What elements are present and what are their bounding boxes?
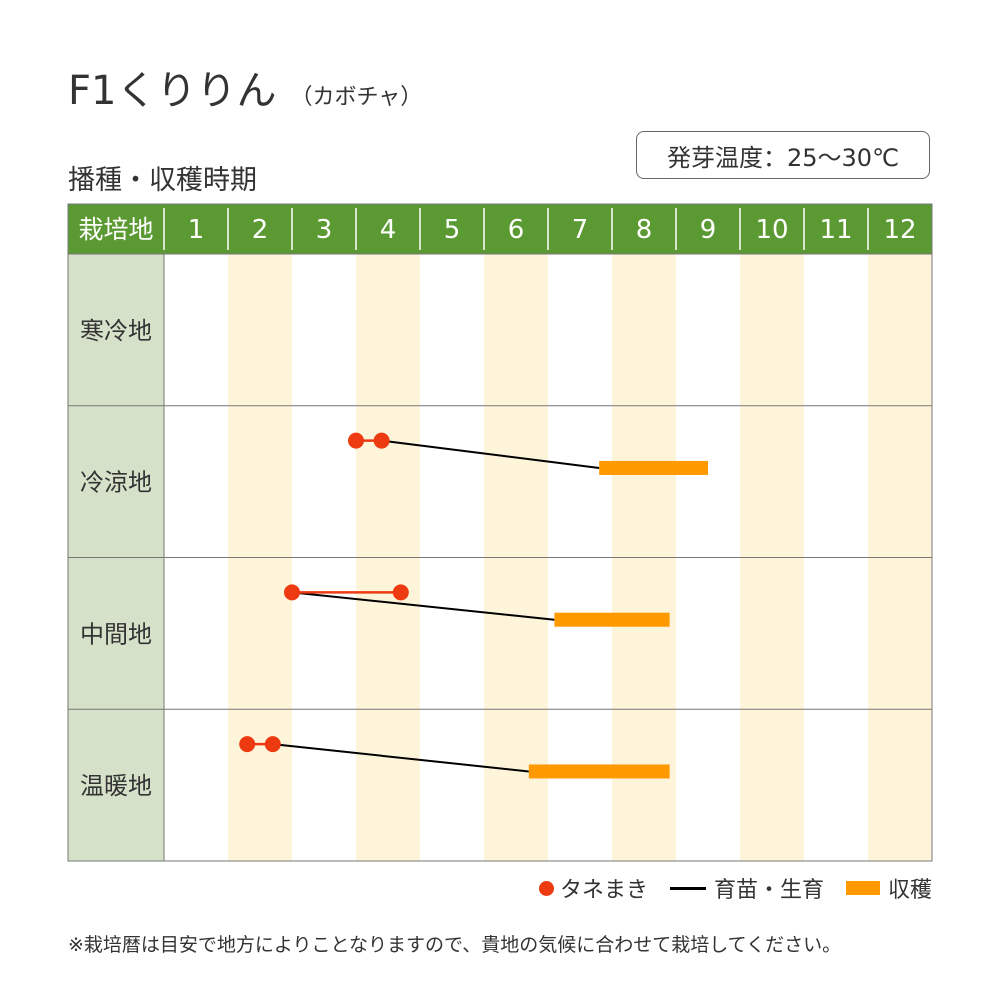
region-label-0: 寒冷地	[80, 317, 152, 345]
section-title: 播種・収穫時期	[68, 165, 257, 196]
harvest-bar	[599, 460, 708, 475]
sowing-dot-icon	[538, 880, 554, 896]
month-label-12: 12	[883, 215, 916, 245]
month-label-10: 10	[755, 215, 788, 245]
month-label-8: 8	[636, 215, 653, 245]
month-label-1: 1	[188, 215, 205, 245]
region-label-1: 冷涼地	[80, 469, 152, 497]
harvest-bar	[528, 764, 670, 779]
harvest-bar-icon	[845, 881, 880, 895]
legend-harvest: 収穫	[845, 872, 932, 904]
legend-sowing: タネまき	[538, 872, 648, 904]
month-label-5: 5	[444, 215, 461, 245]
sowing-end-dot	[373, 432, 390, 449]
title-main: F1くりりん	[68, 68, 277, 114]
growing-line	[291, 591, 555, 621]
region-label-2: 中間地	[80, 620, 152, 648]
chart-legend: タネまき 育苗・生育 収穫	[517, 872, 932, 904]
month-label-2: 2	[252, 215, 269, 245]
sowing-start-dot	[348, 432, 364, 449]
title-subtitle: （カボチャ）	[290, 85, 423, 110]
germination-temperature-badge: 発芽温度：25〜30℃	[636, 131, 930, 179]
page-title: F1くりりん （カボチャ）	[68, 58, 422, 116]
sowing-end-dot	[264, 736, 281, 753]
month-label-6: 6	[508, 215, 525, 245]
month-label-7: 7	[572, 215, 589, 245]
sowing-start-dot	[239, 736, 256, 753]
month-label-11: 11	[819, 215, 852, 245]
legend-sowing-label: タネまき	[559, 878, 648, 903]
sowing-start-dot	[284, 584, 300, 601]
legend-growing-label: 育苗・生育	[713, 878, 824, 903]
legend-harvest-label: 収穫	[887, 878, 932, 903]
legend-growing: 育苗・生育	[669, 872, 824, 904]
harvest-bar	[554, 612, 670, 627]
month-label-4: 4	[380, 215, 397, 245]
header-row	[68, 204, 932, 254]
month-label-3: 3	[316, 215, 333, 245]
region-label-3: 温暖地	[80, 772, 152, 800]
growing-line	[272, 743, 529, 773]
chart-border	[67, 203, 933, 862]
month-label-9: 9	[700, 215, 717, 245]
growing-line-icon	[669, 886, 706, 890]
corner-label: 栽培地	[78, 215, 153, 244]
sowing-end-dot	[392, 584, 409, 601]
growing-line	[381, 439, 600, 469]
footnote: ※栽培暦は目安で地方によりことなりますので、貴地の気候に合わせて栽培してください…	[68, 934, 842, 956]
